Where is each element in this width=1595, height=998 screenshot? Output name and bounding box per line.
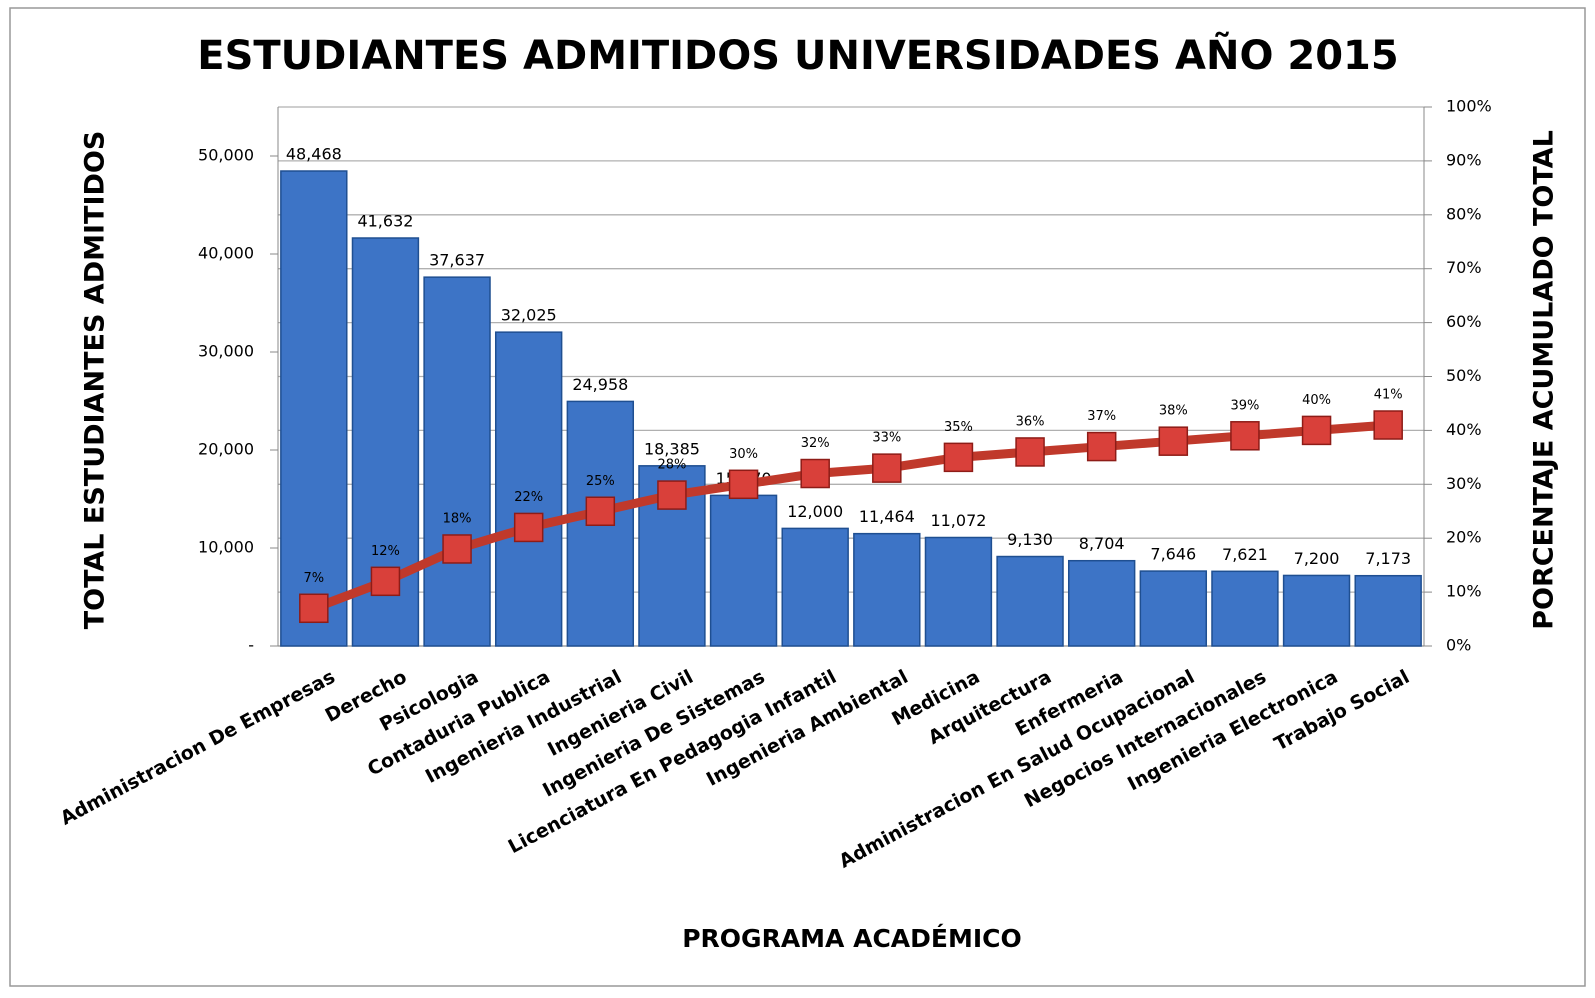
y2-tick-label: 40% xyxy=(1446,420,1482,439)
y2-axis-label: PORCENTAJE ACUMULADO TOTAL xyxy=(1529,130,1560,630)
line-marker xyxy=(657,480,687,510)
line-marker xyxy=(585,496,616,526)
line-value-label: 22% xyxy=(514,490,543,505)
bar-value-label: 7,200 xyxy=(1294,549,1340,568)
line-marker xyxy=(1373,410,1403,440)
line-value-label: 37% xyxy=(1087,409,1116,424)
bar xyxy=(1067,559,1136,647)
bar-value-label: 9,130 xyxy=(1007,530,1053,549)
bar xyxy=(423,276,491,647)
bar-value-label: 41,632 xyxy=(357,212,413,231)
y2-tick-label: 60% xyxy=(1446,312,1482,331)
line-value-label: 41% xyxy=(1374,388,1403,403)
line-value-label: 7% xyxy=(304,571,325,586)
line-marker xyxy=(1086,431,1117,462)
line-value-label: 12% xyxy=(371,544,400,559)
bar-value-label: 11,464 xyxy=(859,507,915,526)
x-axis-label: PROGRAMA ACADÉMICO xyxy=(682,924,1022,953)
bar xyxy=(494,331,563,647)
y2-tick-label: 90% xyxy=(1446,150,1482,169)
bar xyxy=(781,527,849,647)
bar xyxy=(996,555,1064,647)
line-value-label: 38% xyxy=(1159,404,1188,419)
bar xyxy=(1139,570,1208,647)
y2-tick-label: 30% xyxy=(1446,474,1482,493)
line-marker xyxy=(1230,421,1260,451)
bar-value-label: 7,173 xyxy=(1365,549,1411,568)
line-marker xyxy=(513,512,544,543)
bar-value-label: 7,621 xyxy=(1222,545,1268,564)
y2-tick-label: 20% xyxy=(1446,528,1482,547)
bar xyxy=(1282,574,1351,647)
line-value-label: 36% xyxy=(1016,414,1045,429)
y2-tick-label: 0% xyxy=(1446,636,1471,655)
line-value-label: 18% xyxy=(443,511,472,526)
y-tick-label: - xyxy=(248,636,254,655)
line-value-label: 32% xyxy=(801,436,830,451)
y-tick-label: 10,000 xyxy=(198,538,254,557)
y-tick-label: 40,000 xyxy=(198,244,254,263)
bar-value-label: 7,646 xyxy=(1150,545,1196,564)
y-tick-label: 30,000 xyxy=(198,342,254,361)
chart-title: ESTUDIANTES ADMITIDOS UNIVERSIDADES AÑO … xyxy=(197,31,1398,79)
y-axis-label: TOTAL ESTUDIANTES ADMITIDOS xyxy=(80,131,111,630)
y2-tick-label: 10% xyxy=(1446,582,1482,601)
bar-value-label: 12,000 xyxy=(787,502,843,521)
line-marker xyxy=(1015,437,1045,467)
line xyxy=(312,420,1389,613)
bar xyxy=(280,170,348,647)
bar xyxy=(709,494,778,647)
bar xyxy=(853,532,921,647)
line-value-label: 28% xyxy=(657,458,686,473)
line-value-label: 40% xyxy=(1302,393,1331,408)
line-marker xyxy=(1301,415,1332,446)
line-value-label: 25% xyxy=(586,474,615,489)
line-marker xyxy=(299,593,329,624)
line-marker xyxy=(442,534,472,564)
bar xyxy=(1211,570,1279,647)
line-marker xyxy=(872,453,902,483)
bar xyxy=(924,536,993,647)
line-marker xyxy=(728,469,759,500)
bar-value-label: 18,385 xyxy=(644,439,700,458)
y-tick-label: 20,000 xyxy=(198,440,254,459)
bar-value-label: 8,704 xyxy=(1079,534,1125,553)
line-value-label: 30% xyxy=(729,447,758,462)
line-value-label: 39% xyxy=(1230,398,1259,413)
bar-value-label: 24,958 xyxy=(572,375,628,394)
y2-tick-label: 70% xyxy=(1446,258,1482,277)
bar-value-label: 37,637 xyxy=(429,251,485,270)
line-value-label: 33% xyxy=(872,431,901,446)
line-value-label: 35% xyxy=(944,420,973,435)
y-tick-label: 50,000 xyxy=(198,146,254,165)
y2-tick-label: 100% xyxy=(1446,97,1492,116)
bar-value-label: 32,025 xyxy=(501,306,557,325)
bar-value-label: 48,468 xyxy=(286,145,342,164)
bar-value-label: 11,072 xyxy=(930,511,986,530)
bar xyxy=(1354,574,1422,647)
line-marker xyxy=(800,458,830,489)
y2-tick-label: 80% xyxy=(1446,204,1482,223)
line-marker xyxy=(370,566,401,597)
line-marker xyxy=(1158,426,1189,456)
line-marker xyxy=(943,442,974,473)
y2-tick-label: 50% xyxy=(1446,366,1482,385)
